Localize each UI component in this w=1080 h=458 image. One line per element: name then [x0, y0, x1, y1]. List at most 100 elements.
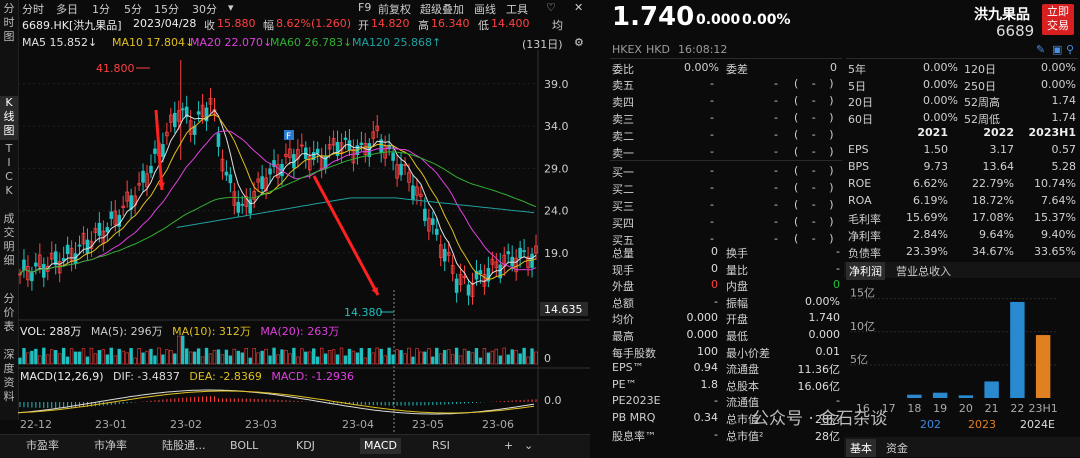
ma5-line	[19, 109, 537, 285]
view-tab-4[interactable]: 分 价 表	[3, 292, 15, 333]
view-tabs: 分 时 图 K 线 图 T I C K 成 交 明 细分 价 表深 度 资 料	[0, 0, 19, 420]
volume-bar	[129, 348, 133, 365]
stat-value: 100	[697, 344, 718, 358]
vol-ma5: MA(5): 296万	[90, 325, 163, 338]
tool-tools[interactable]: 工具	[506, 3, 528, 16]
candle-body	[69, 247, 74, 263]
sell-price: -	[710, 128, 714, 141]
volume-bar	[534, 351, 538, 365]
edit-icon[interactable]: ✎	[1036, 43, 1046, 56]
tool-fenshi[interactable]: 分时	[22, 3, 44, 16]
fin-metric-value: 22.79%	[972, 177, 1014, 190]
candle-body	[77, 244, 82, 247]
volume-bar	[236, 350, 240, 365]
settings-icon[interactable]: ⚙	[574, 36, 584, 49]
trade-button[interactable]: 立即 交易	[1042, 4, 1074, 35]
view-tab-5[interactable]: 深 度 资 料	[3, 348, 15, 403]
view-tab-1[interactable]: K 线 图	[0, 96, 18, 140]
add-indicator-icon[interactable]: +	[504, 439, 514, 452]
indicator-tab-rsi[interactable]: RSI	[432, 439, 450, 452]
fin-metric-value: 0.57	[1051, 143, 1077, 156]
chevron-down-icon[interactable]: ▾	[228, 1, 234, 14]
candle-body	[248, 199, 253, 214]
indicator-tab-macd[interactable]: MACD	[360, 438, 401, 454]
volume-bar	[173, 353, 177, 365]
volume-bar	[165, 349, 169, 365]
sell-price: -	[710, 77, 714, 90]
buy-price: -	[710, 232, 714, 245]
last-price-tick: 14.635	[544, 303, 583, 316]
candle-body	[478, 270, 483, 275]
fin-metric-label: 净利率	[848, 230, 881, 243]
volume-bar	[97, 350, 102, 365]
stat-label: 总市值²	[726, 429, 764, 443]
candle-body	[117, 214, 122, 227]
view-tab-0[interactable]: 分 时 图	[3, 2, 15, 43]
stat-value: 0.000	[808, 328, 841, 341]
volume-bar	[65, 356, 70, 365]
view-tab-3[interactable]: 成 交 明 细	[3, 212, 15, 267]
volume-bar	[30, 350, 34, 365]
chevron-down-icon[interactable]: ⌄	[524, 439, 534, 452]
close-icon[interactable]: ✕	[574, 1, 584, 14]
candle-body	[153, 148, 157, 154]
range-value: 8.62%(1.260)	[276, 17, 352, 30]
tool-duori[interactable]: 多日	[56, 3, 78, 16]
tool-30min[interactable]: 30分	[192, 3, 217, 16]
candle-body	[514, 257, 518, 273]
volume-bar	[304, 351, 308, 365]
candle-body	[252, 191, 256, 200]
candle-body	[113, 210, 118, 225]
more-icon[interactable]: ⚲	[1066, 43, 1075, 56]
volume-bar	[403, 353, 407, 365]
candle-body	[510, 256, 514, 267]
sell-level-label: 卖五	[612, 79, 634, 92]
fin-bar	[1035, 335, 1051, 398]
f-marker[interactable]	[284, 130, 294, 140]
volume-bar	[264, 348, 268, 365]
buy-level-label: 买三	[612, 200, 634, 213]
fin-metric-value: 15.37%	[1034, 211, 1076, 224]
indicator-tab-市净率[interactable]: 市净率	[94, 439, 127, 452]
tool-1min[interactable]: 1分	[92, 3, 110, 16]
indicator-tab-kdj[interactable]: KDJ	[296, 439, 315, 452]
indicator-tab-陆股通...[interactable]: 陆股通...	[162, 439, 206, 452]
chart-icon[interactable]: ▣	[1052, 43, 1063, 56]
tab-revenue[interactable]: 营业总收入	[896, 265, 951, 278]
stat-label: 股息率™	[612, 429, 656, 443]
candle-body	[97, 222, 102, 236]
volume-bar	[50, 349, 54, 365]
candle-body	[434, 228, 439, 235]
stat-value: 28亿	[815, 429, 840, 443]
stat-label: PE2023E	[612, 394, 661, 408]
indicator-tabs: 市盈率 市净率 陆股通... BOLL KDJ MACD RSI + ⌄	[0, 434, 590, 458]
indicator-tab-市盈率[interactable]: 市盈率	[26, 439, 59, 452]
candle-body	[466, 284, 471, 296]
fin-metric-value: 34.67%	[972, 245, 1014, 258]
tool-draw[interactable]: 画线	[474, 3, 496, 16]
kline-chart[interactable]: 41.800 14.380 F 39.0 34.0 29.0 24.0 19.0 22-12 2…	[18, 50, 590, 434]
tool-f9[interactable]: F9	[358, 1, 372, 14]
tab-net-profit[interactable]: 净利润	[846, 262, 885, 280]
ma-legend: MA5 15.852↓ MA10 17.804↓ MA20 22.070↓ MA…	[18, 36, 588, 51]
stat-value: 0	[711, 261, 718, 275]
favorite-icon[interactable]: ♡	[546, 1, 556, 14]
tool-fuquan[interactable]: 前复权	[378, 3, 411, 16]
price-tick: 39.0	[544, 78, 569, 91]
buy-orders: ( - )	[794, 215, 839, 228]
stat-label: PE™	[612, 377, 637, 391]
sell-volume: -	[774, 94, 778, 107]
period-label: 250日	[964, 79, 996, 93]
fin-bar	[1010, 301, 1025, 398]
indicator-tab-boll[interactable]: BOLL	[230, 439, 259, 452]
candle-body	[415, 186, 419, 196]
tab-funds[interactable]: 资金	[886, 442, 908, 455]
volume-bar	[188, 351, 193, 365]
quote-time: 16:08:12	[678, 43, 728, 56]
tool-15min[interactable]: 15分	[154, 3, 179, 16]
tab-basic[interactable]: 基本	[846, 439, 876, 457]
tool-5min[interactable]: 5分	[124, 3, 142, 16]
period-label: 5日	[848, 79, 866, 93]
tool-overlay[interactable]: 超级叠加	[420, 3, 464, 16]
view-tab-2[interactable]: T I C K	[5, 142, 13, 197]
